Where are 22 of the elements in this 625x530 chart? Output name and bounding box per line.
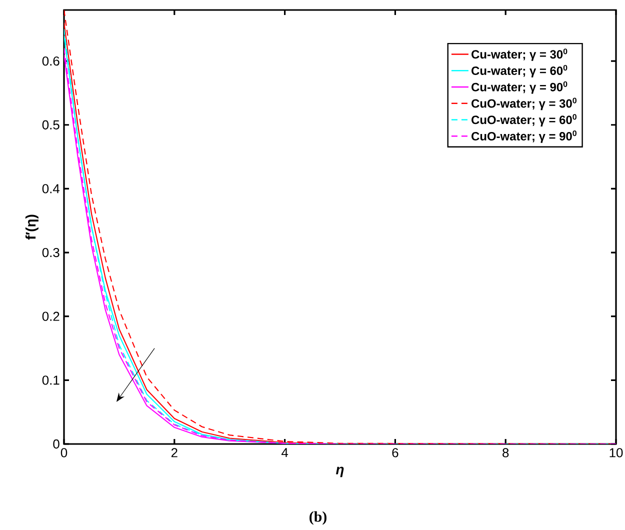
legend-label: Cu-water; γ = 30$^{0}$ — [472, 48, 568, 61]
legend-label: Cu-water; γ = 90$^{0}$ — [472, 81, 568, 94]
legend-label: CuO-water; γ = 60$^{0}$ — [472, 114, 576, 126]
x-tick-label: 6 — [392, 448, 398, 458]
legend-label: CuO-water; γ = 90$^{0}$ — [472, 130, 576, 143]
y-tick-label: 0.2 — [42, 312, 60, 321]
x-axis-title: η — [336, 466, 344, 478]
x-tick-label: 8 — [502, 448, 509, 458]
y-tick-label: 0.1 — [42, 376, 60, 385]
x-tick-label: 2 — [171, 448, 178, 458]
x-tick-label: 4 — [281, 448, 288, 458]
y-tick-label: 0.6 — [42, 56, 60, 66]
y-tick-label: 0.5 — [42, 120, 60, 130]
legend-label: CuO-water; γ = 30$^{0}$ — [472, 98, 576, 110]
y-tick-label: 0.4 — [42, 184, 60, 194]
text: (b) — [310, 511, 326, 525]
legend-label: Cu-water; γ = 60$^{0}$ — [472, 64, 568, 78]
y-tick-label: 0.3 — [42, 248, 60, 258]
x-tick-label: 0 — [60, 448, 68, 458]
y-tick-label: 0 — [53, 439, 60, 449]
x-tick-label: 10 — [610, 448, 623, 458]
y-axis-title: f′(η) — [25, 214, 38, 240]
